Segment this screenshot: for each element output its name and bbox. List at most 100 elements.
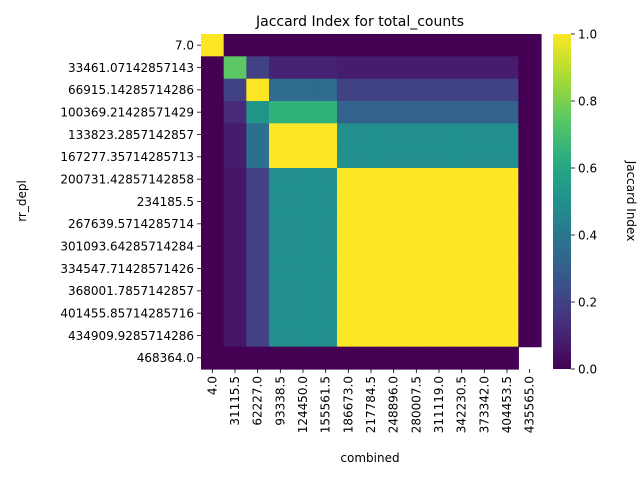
heatmap-cell <box>473 257 497 281</box>
heatmap-cell <box>291 324 315 348</box>
heatmap-cell <box>473 34 497 57</box>
heatmap-cell <box>359 346 383 370</box>
heatmap-cell <box>337 145 361 169</box>
heatmap-cell <box>473 190 497 214</box>
heatmap-cell <box>518 123 542 147</box>
heatmap-cell <box>382 212 406 236</box>
heatmap-cell <box>473 145 497 169</box>
heatmap-cell <box>223 302 247 325</box>
heatmap-cell <box>201 346 225 370</box>
heatmap-cell <box>450 56 474 80</box>
heatmap-cell <box>382 257 406 281</box>
heatmap-cell <box>223 56 247 80</box>
heatmap-cell <box>223 34 247 57</box>
heatmap-cell <box>382 324 406 348</box>
heatmap-cell <box>337 56 361 80</box>
heatmap-cell <box>473 56 497 80</box>
heatmap-cell <box>223 235 247 258</box>
heatmap-cell <box>201 78 225 102</box>
heatmap-cell <box>382 123 406 147</box>
heatmap-cell <box>473 302 497 325</box>
heatmap-cell <box>291 302 315 325</box>
x-tick-label: 248896.0 <box>387 376 401 433</box>
heatmap-cell <box>337 279 361 303</box>
heatmap-cell <box>269 145 293 169</box>
heatmap-cell <box>223 190 247 214</box>
heatmap-cell <box>314 123 338 147</box>
y-tick-label: 234185.5 <box>137 195 194 209</box>
heatmap-cell <box>405 101 429 124</box>
heatmap-cell <box>201 190 225 214</box>
heatmap-cell <box>382 279 406 303</box>
x-tick-label: 373342.0 <box>477 376 491 433</box>
heatmap-cell <box>223 324 247 348</box>
heatmap-cell <box>382 78 406 102</box>
heatmap-cell <box>314 34 338 57</box>
heatmap-cell <box>405 145 429 169</box>
heatmap-cell <box>269 101 293 124</box>
heatmap-cell <box>246 145 270 169</box>
heatmap-cell <box>405 34 429 57</box>
heatmap-cell <box>269 123 293 147</box>
heatmap-cell <box>201 101 225 124</box>
heatmap-cell <box>337 190 361 214</box>
heatmap-cell <box>269 324 293 348</box>
heatmap-cell <box>495 101 519 124</box>
x-axis-label: combined <box>340 451 399 465</box>
heatmap-cell <box>473 168 497 191</box>
heatmap-cell <box>382 145 406 169</box>
heatmap-cell <box>223 346 247 370</box>
heatmap-cell <box>291 257 315 281</box>
heatmap-cell <box>291 212 315 236</box>
heatmap-cell <box>450 235 474 258</box>
heatmap-cell <box>427 145 451 169</box>
x-tick-label: 404453.5 <box>500 376 514 433</box>
heatmap-cell <box>223 212 247 236</box>
heatmap-cell <box>495 190 519 214</box>
heatmap-cell <box>201 235 225 258</box>
heatmap-cell <box>427 101 451 124</box>
heatmap-cell <box>427 235 451 258</box>
heatmap-cell <box>405 78 429 102</box>
heatmap-cell <box>495 145 519 169</box>
heatmap-cell <box>291 190 315 214</box>
heatmap-cell <box>314 56 338 80</box>
heatmap-cell <box>450 78 474 102</box>
y-axis: 7.0 33461.07142857143 66915.14285714286 100… <box>60 38 201 365</box>
x-tick-label: 186673.0 <box>341 376 355 433</box>
heatmap-cell <box>246 34 270 57</box>
heatmap-cell <box>291 101 315 124</box>
heatmap-cell <box>223 279 247 303</box>
x-tick-label: 4.0 <box>205 376 219 395</box>
heatmap-cell <box>450 101 474 124</box>
heatmap-cell <box>337 168 361 191</box>
y-tick-label: 167277.35714285713 <box>60 150 194 164</box>
heatmap-cell <box>291 346 315 370</box>
heatmap-cell <box>337 235 361 258</box>
heatmap-cell <box>405 257 429 281</box>
y-tick-label: 267639.5714285714 <box>68 217 194 231</box>
heatmap-cell <box>359 34 383 57</box>
heatmap-cell <box>382 101 406 124</box>
heatmap-cell <box>246 212 270 236</box>
heatmap-cell <box>291 34 315 57</box>
heatmap-cell <box>269 168 293 191</box>
x-tick-label: 62227.0 <box>251 376 265 426</box>
y-tick-label: 100369.21428571429 <box>60 105 194 119</box>
heatmap-cell <box>518 212 542 236</box>
heatmap-cell <box>223 145 247 169</box>
heatmap-cell <box>201 212 225 236</box>
heatmap-cell <box>405 56 429 80</box>
heatmap-cell <box>427 78 451 102</box>
heatmap-cell <box>223 168 247 191</box>
heatmap-cell <box>382 56 406 80</box>
heatmap-cell <box>427 123 451 147</box>
y-tick-label: 66915.14285714286 <box>68 83 194 97</box>
heatmap-cell <box>427 257 451 281</box>
heatmap-cell <box>269 279 293 303</box>
heatmap-cell <box>427 302 451 325</box>
heatmap-cell <box>450 34 474 57</box>
heatmap-cell <box>518 168 542 191</box>
heatmap-cell <box>246 257 270 281</box>
heatmap-cell <box>405 212 429 236</box>
